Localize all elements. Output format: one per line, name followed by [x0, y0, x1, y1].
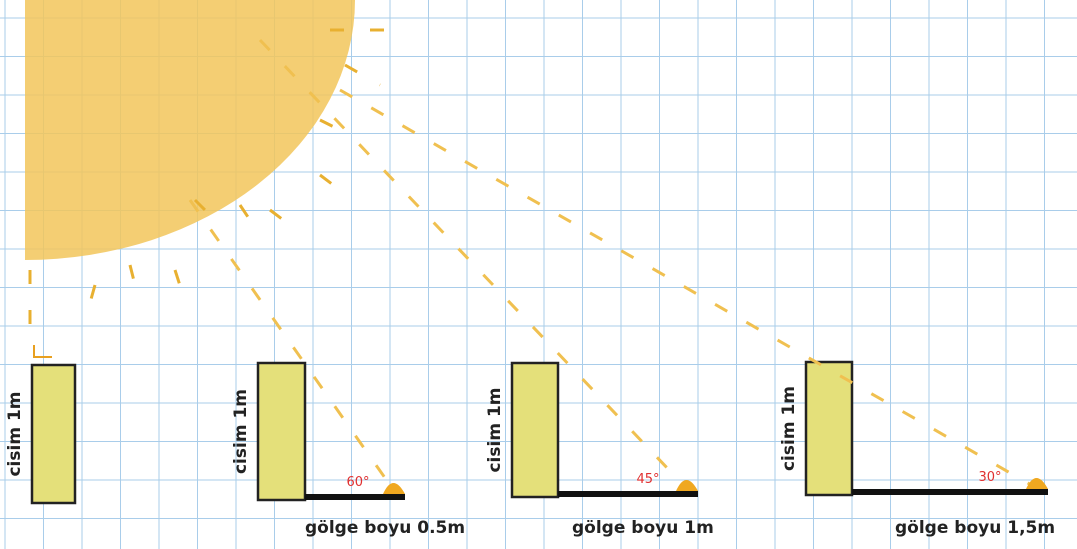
angle-mark: [383, 483, 405, 494]
angle-label: 60°: [346, 475, 369, 490]
shadow-label: gölge boyu 1m: [572, 518, 714, 538]
ray: [345, 65, 380, 85]
ray: [320, 175, 340, 190]
object-label: cisim 1m: [231, 389, 251, 474]
ray: [175, 270, 183, 295]
ray: [320, 120, 350, 135]
shadow-label: gölge boyu 0.5m: [305, 518, 465, 538]
sun-ray: [260, 40, 690, 492]
object: [806, 362, 852, 495]
ray: [130, 265, 135, 285]
object-label: cisim 1m: [485, 387, 505, 472]
sun: [25, 0, 355, 260]
angle-label: 30°: [978, 470, 1001, 485]
diagram: cisim 1m cisim 1m 60° gölge boyu 0.5m cisim …: [0, 0, 1077, 549]
object-label: cisim 1m: [5, 391, 25, 476]
object-label: cisim 1m: [779, 386, 799, 471]
object: [512, 363, 558, 497]
ray: [240, 205, 250, 220]
shadow-label: gölge boyu 1,5m: [895, 518, 1055, 538]
angle-mark: [676, 480, 698, 491]
object: [258, 363, 305, 500]
ray: [270, 210, 290, 225]
object: [32, 365, 75, 503]
angle-label: 45°: [636, 472, 659, 487]
sun-ray: [340, 90, 1040, 490]
ray: [88, 285, 95, 310]
